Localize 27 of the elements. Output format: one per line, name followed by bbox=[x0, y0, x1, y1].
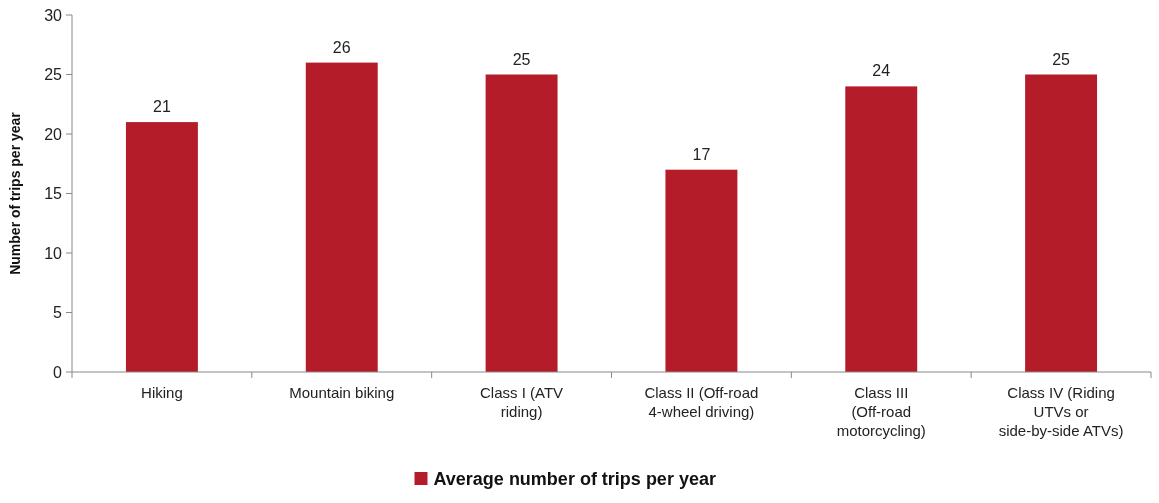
x-tick-label: Class I (ATV riding) bbox=[480, 384, 564, 420]
legend-label: Average number of trips per year bbox=[433, 469, 716, 489]
data-label: 24 bbox=[872, 62, 891, 80]
data-label: 25 bbox=[512, 50, 531, 68]
y-tick-label: 30 bbox=[44, 6, 63, 24]
x-tick-label: Class III (Off-road motorcycling) bbox=[836, 384, 926, 439]
data-label: 25 bbox=[1052, 50, 1071, 68]
y-axis-title: Number of trips per year bbox=[7, 111, 23, 275]
bar bbox=[665, 169, 738, 372]
x-tick-label: Class IV (Riding UTVs or side-by-side ATVs) bbox=[998, 384, 1124, 439]
y-tick-label: 0 bbox=[53, 363, 63, 381]
x-tick-label: Class II (Off-road 4-wheel driving) bbox=[644, 384, 759, 420]
bar bbox=[305, 62, 378, 372]
bar bbox=[485, 74, 558, 372]
y-tick-label: 5 bbox=[53, 304, 63, 322]
y-tick-label: 15 bbox=[44, 185, 63, 203]
y-tick-label: 25 bbox=[44, 66, 63, 84]
bar bbox=[1025, 74, 1098, 372]
data-label: 26 bbox=[332, 38, 351, 56]
x-tick-label: Hiking bbox=[141, 384, 183, 401]
y-tick-label: 10 bbox=[44, 244, 63, 262]
data-label: 21 bbox=[153, 98, 171, 116]
y-tick-label: 20 bbox=[44, 125, 63, 143]
bar bbox=[845, 86, 918, 372]
data-label: 17 bbox=[692, 145, 711, 163]
x-tick-label: Mountain biking bbox=[289, 384, 395, 401]
bar bbox=[125, 122, 198, 372]
